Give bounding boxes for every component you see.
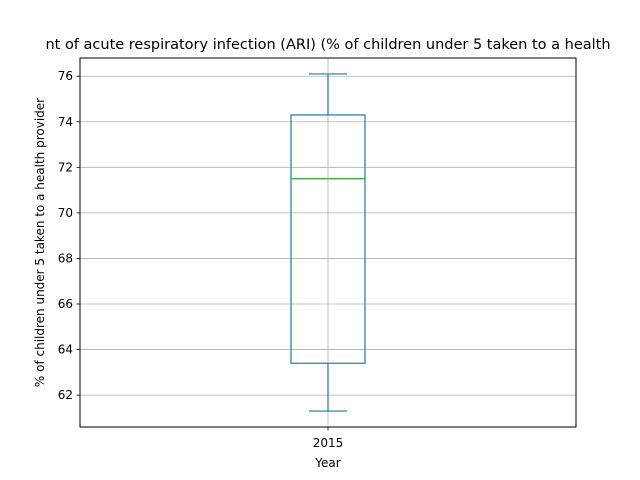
grid-lines (80, 58, 576, 427)
iqr-box (290, 114, 366, 364)
y-tick-label: 76 (58, 69, 73, 83)
x-axis-label: Year (314, 456, 340, 470)
box-plot-elements (290, 73, 366, 412)
y-axis-label: % of children under 5 taken to a health … (33, 98, 47, 387)
y-tick-label: 70 (58, 206, 73, 220)
y-tick-label: 68 (58, 251, 73, 265)
y-tick-label: 74 (58, 115, 73, 129)
y-tick-label: 66 (58, 297, 73, 311)
y-tick-label: 64 (58, 343, 73, 357)
y-tick-label: 62 (58, 388, 73, 402)
y-tick-label: 72 (58, 160, 73, 174)
x-tick-label: 2015 (313, 436, 344, 450)
axis-ticks: 62 64 66 68 70 72 74 76 2015 (58, 69, 344, 450)
chart-title: nt of acute respiratory infection (ARI) … (45, 37, 610, 53)
